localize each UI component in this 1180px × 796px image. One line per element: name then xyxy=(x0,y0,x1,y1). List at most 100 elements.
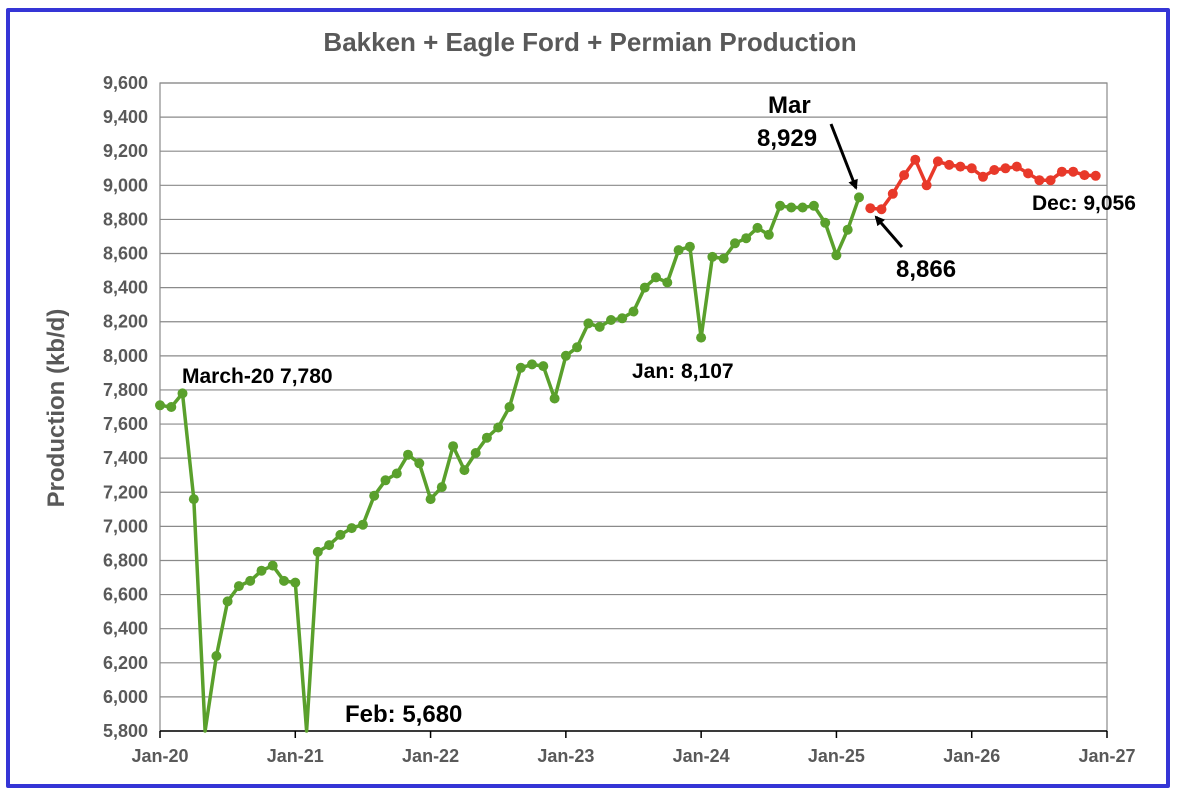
data-point xyxy=(910,154,921,165)
data-point xyxy=(380,475,391,486)
plot-border xyxy=(159,82,1108,732)
data-point xyxy=(978,171,988,182)
data-point xyxy=(921,180,932,191)
annotation-mar-value: 8,929 xyxy=(757,125,817,152)
data-point xyxy=(391,468,402,479)
data-point xyxy=(583,318,594,329)
data-point xyxy=(572,342,583,353)
data-point xyxy=(684,241,695,252)
data-point xyxy=(786,202,797,213)
annotation-jan-24: Jan: 8,107 xyxy=(632,360,734,383)
data-point xyxy=(493,422,504,433)
data-point xyxy=(842,224,853,235)
data-point xyxy=(346,523,357,534)
y-tick-label: 9,400 xyxy=(103,107,148,127)
data-point xyxy=(1056,166,1067,177)
data-point xyxy=(831,250,842,261)
data-point xyxy=(1068,166,1079,177)
data-point xyxy=(177,388,188,399)
y-tick-label: 8,200 xyxy=(103,312,148,332)
data-point xyxy=(1000,163,1011,174)
chart-title: Bakken + Eagle Ford + Permian Production xyxy=(323,27,856,57)
data-point xyxy=(166,402,177,412)
data-point xyxy=(673,245,684,256)
arrow-mar xyxy=(829,123,858,190)
data-point xyxy=(538,361,549,372)
annotation-dec-26: Dec: 9,056 xyxy=(1032,192,1136,215)
data-point xyxy=(436,482,447,493)
data-point xyxy=(222,596,233,607)
data-point xyxy=(481,432,492,443)
y-tick-label: 8,800 xyxy=(103,209,148,229)
data-point xyxy=(324,540,335,551)
data-point xyxy=(696,332,707,343)
y-tick-label: 7,600 xyxy=(103,414,148,434)
y-tick-label: 6,200 xyxy=(103,653,148,673)
grid-lines xyxy=(159,82,1108,732)
data-point xyxy=(504,402,515,412)
series-group xyxy=(155,154,1101,733)
data-point xyxy=(808,200,819,211)
data-point xyxy=(854,192,864,203)
data-point xyxy=(989,165,1000,175)
data-point xyxy=(256,565,267,576)
data-point xyxy=(718,253,729,264)
data-point xyxy=(369,490,380,501)
annotations-group: March-20 7,780 Feb: 5,680 Jan: 8,107 Mar… xyxy=(182,92,1136,728)
y-tick-label: 6,600 xyxy=(103,585,148,605)
chart-frame xyxy=(6,8,1170,788)
data-point xyxy=(335,529,346,540)
data-point xyxy=(775,200,786,211)
annotation-feb-21: Feb: 5,680 xyxy=(345,701,462,728)
y-tick-label: 8,000 xyxy=(103,346,148,366)
data-point xyxy=(1090,170,1101,181)
data-point xyxy=(955,161,966,172)
data-point xyxy=(617,313,628,324)
arrow-apr xyxy=(874,215,904,248)
data-point xyxy=(932,156,943,167)
data-point xyxy=(403,449,413,460)
y-tick-label: 7,200 xyxy=(103,482,148,502)
data-point xyxy=(560,350,571,361)
data-point xyxy=(211,651,222,661)
y-tick-label: 8,400 xyxy=(103,278,148,298)
data-point xyxy=(1023,168,1034,179)
data-point xyxy=(820,217,831,228)
series-line-0 xyxy=(159,196,861,733)
data-point xyxy=(639,282,650,293)
data-point xyxy=(628,306,639,317)
data-point xyxy=(425,494,436,505)
data-point xyxy=(312,546,323,557)
data-point xyxy=(887,188,898,199)
y-tick-label: 9,600 xyxy=(103,73,148,93)
annotation-apr-forecast: 8,866 xyxy=(896,256,956,283)
data-point xyxy=(448,441,459,452)
data-point xyxy=(527,359,537,370)
y-tick-label: 8,600 xyxy=(103,244,148,264)
x-tick-label: Jan-26 xyxy=(943,746,1000,766)
data-point xyxy=(763,229,774,240)
data-point xyxy=(1045,175,1056,186)
data-point xyxy=(155,400,165,411)
data-point xyxy=(966,163,977,174)
y-tick-label: 9,000 xyxy=(103,175,148,195)
data-point xyxy=(1079,170,1090,181)
data-point xyxy=(267,560,278,571)
x-tick-label: Jan-20 xyxy=(131,746,188,766)
data-point xyxy=(741,233,752,244)
y-tick-label: 6,800 xyxy=(103,550,148,570)
annotation-mar-label: Mar xyxy=(768,92,811,119)
data-point xyxy=(233,581,244,592)
data-point xyxy=(662,277,673,288)
x-tick-labels: Jan-20 Jan-21 Jan-22 Jan-23 Jan-24 Jan-25 Jan-… xyxy=(131,731,1136,766)
y-tick-label: 7,800 xyxy=(103,380,148,400)
data-point xyxy=(549,393,560,404)
x-tick-label: Jan-25 xyxy=(808,746,865,766)
data-point xyxy=(515,362,526,373)
data-point xyxy=(606,315,616,325)
data-point xyxy=(1034,175,1045,186)
x-tick-label: Jan-27 xyxy=(1078,746,1135,766)
y-tick-label: 6,000 xyxy=(103,687,148,707)
y-tick-label: 9,200 xyxy=(103,141,148,161)
